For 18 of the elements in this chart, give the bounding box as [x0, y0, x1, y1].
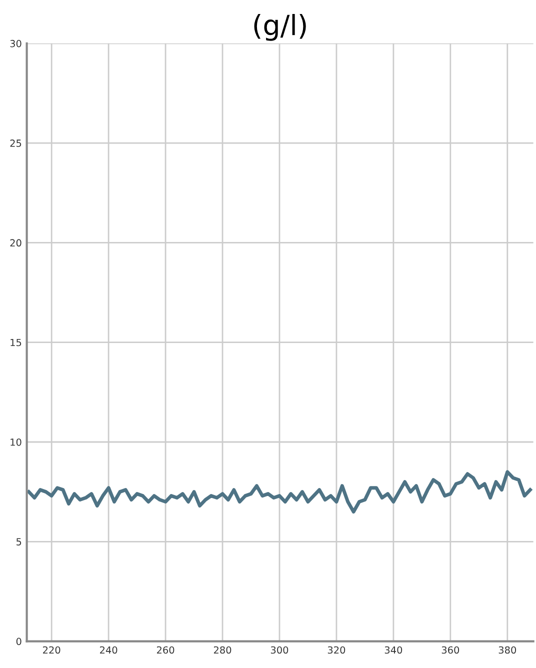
- y-tick-label: 5: [16, 538, 22, 546]
- x-tick-label: 260: [156, 646, 174, 654]
- x-tick-label: 380: [498, 646, 516, 654]
- y-tick-label: 10: [10, 438, 22, 446]
- x-tick-label: 280: [214, 646, 232, 654]
- x-tick-label: 360: [442, 646, 460, 654]
- y-tick-label: 15: [10, 338, 22, 346]
- y-tick-label: 25: [10, 140, 22, 147]
- y-tick-label: 0: [16, 638, 22, 646]
- line-series: [27, 470, 532, 514]
- x-tick-label: 320: [328, 646, 346, 654]
- x-tick-label: 220: [43, 646, 60, 654]
- x-tick-label: 340: [384, 646, 402, 654]
- y-tick-label: 20: [10, 239, 22, 247]
- x-tick-label: 240: [100, 646, 118, 654]
- chart-title: (g/l): [254, 14, 306, 41]
- y-tick-label: 30: [10, 40, 22, 48]
- x-tick-label: 300: [270, 646, 288, 654]
